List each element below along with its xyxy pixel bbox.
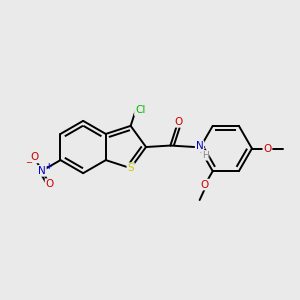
Text: N: N bbox=[38, 166, 46, 176]
Text: +: + bbox=[45, 162, 51, 171]
Text: O: O bbox=[30, 152, 38, 162]
Text: S: S bbox=[127, 163, 134, 173]
Text: O: O bbox=[263, 143, 272, 154]
Text: O: O bbox=[201, 180, 209, 190]
Text: O: O bbox=[174, 117, 182, 127]
Text: N: N bbox=[196, 141, 203, 151]
Text: O: O bbox=[46, 179, 54, 189]
Text: H: H bbox=[202, 151, 208, 160]
Text: −: − bbox=[25, 158, 32, 167]
Text: Cl: Cl bbox=[135, 105, 145, 115]
